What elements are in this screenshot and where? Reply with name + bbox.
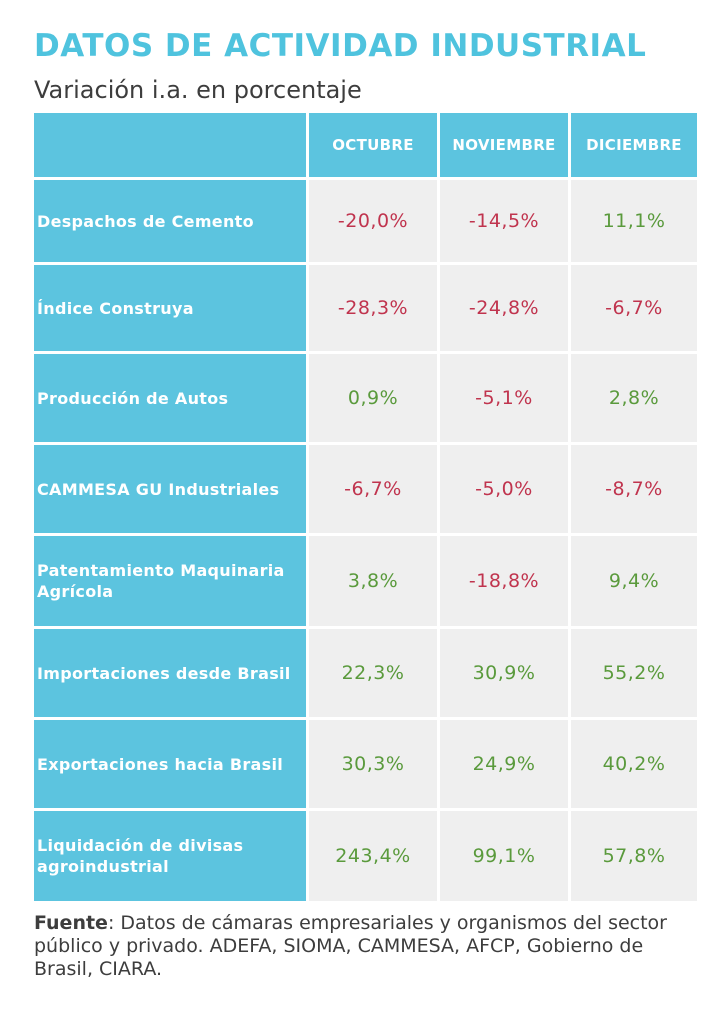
value-cell: -14,5%: [440, 180, 568, 262]
header-corner-cell: [34, 113, 306, 177]
row-label: CAMMESA GU Industriales: [34, 445, 306, 533]
value-cell: 9,4%: [571, 536, 697, 626]
value-cell: -28,3%: [309, 265, 437, 351]
value-cell: 3,8%: [309, 536, 437, 626]
value-cell: 243,4%: [309, 811, 437, 901]
source-label: Fuente: [34, 912, 108, 934]
row-label: Patentamiento Maquinaria Agrícola: [34, 536, 306, 626]
value-cell: 30,9%: [440, 629, 568, 717]
value-cell: -18,8%: [440, 536, 568, 626]
value-cell: -6,7%: [571, 265, 697, 351]
value-cell: 24,9%: [440, 720, 568, 808]
activity-table: OCTUBRE NOVIEMBRE DICIEMBRE Despachos de…: [31, 110, 700, 904]
source-note: Fuente: Datos de cámaras empresariales y…: [34, 912, 694, 981]
row-label: Importaciones desde Brasil: [34, 629, 306, 717]
value-cell: 2,8%: [571, 354, 697, 442]
value-cell: -8,7%: [571, 445, 697, 533]
table-row: Despachos de Cemento -20,0% -14,5% 11,1%: [34, 180, 697, 262]
value-cell: 57,8%: [571, 811, 697, 901]
value-cell: 0,9%: [309, 354, 437, 442]
table-row: Índice Construya -28,3% -24,8% -6,7%: [34, 265, 697, 351]
row-label: Índice Construya: [34, 265, 306, 351]
table-row: Patentamiento Maquinaria Agrícola 3,8% -…: [34, 536, 697, 626]
value-cell: -5,1%: [440, 354, 568, 442]
value-cell: -6,7%: [309, 445, 437, 533]
table-row: Producción de Autos 0,9% -5,1% 2,8%: [34, 354, 697, 442]
column-header-diciembre: DICIEMBRE: [571, 113, 697, 177]
value-cell: 11,1%: [571, 180, 697, 262]
row-label: Producción de Autos: [34, 354, 306, 442]
column-header-octubre: OCTUBRE: [309, 113, 437, 177]
table-row: Importaciones desde Brasil 22,3% 30,9% 5…: [34, 629, 697, 717]
page-title: DATOS DE ACTIVIDAD INDUSTRIAL: [34, 28, 647, 64]
value-cell: 30,3%: [309, 720, 437, 808]
row-label: Despachos de Cemento: [34, 180, 306, 262]
table-header-row: OCTUBRE NOVIEMBRE DICIEMBRE: [34, 113, 697, 177]
table-row: Exportaciones hacia Brasil 30,3% 24,9% 4…: [34, 720, 697, 808]
value-cell: -5,0%: [440, 445, 568, 533]
value-cell: -20,0%: [309, 180, 437, 262]
column-header-noviembre: NOVIEMBRE: [440, 113, 568, 177]
value-cell: 22,3%: [309, 629, 437, 717]
row-label: Liquidación de divisas agroindustrial: [34, 811, 306, 901]
value-cell: 40,2%: [571, 720, 697, 808]
page-subtitle: Variación i.a. en porcentaje: [34, 76, 362, 104]
source-text: : Datos de cámaras empresariales y organ…: [34, 912, 667, 980]
value-cell: 55,2%: [571, 629, 697, 717]
value-cell: 99,1%: [440, 811, 568, 901]
table-row: CAMMESA GU Industriales -6,7% -5,0% -8,7…: [34, 445, 697, 533]
row-label: Exportaciones hacia Brasil: [34, 720, 306, 808]
value-cell: -24,8%: [440, 265, 568, 351]
table-row: Liquidación de divisas agroindustrial 24…: [34, 811, 697, 901]
